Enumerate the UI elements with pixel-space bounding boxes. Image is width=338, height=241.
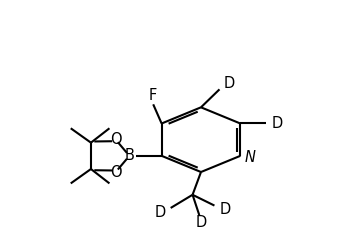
Text: D: D <box>195 215 207 230</box>
Text: F: F <box>149 88 157 103</box>
Text: N: N <box>244 150 255 165</box>
Text: D: D <box>220 202 231 217</box>
Text: D: D <box>272 116 283 131</box>
Text: D: D <box>154 205 166 220</box>
Text: O: O <box>111 132 122 147</box>
Text: D: D <box>224 76 235 91</box>
Text: O: O <box>111 165 122 180</box>
Text: B: B <box>125 148 135 163</box>
